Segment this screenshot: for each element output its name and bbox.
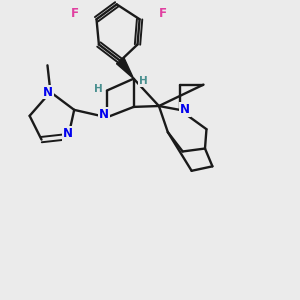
Text: F: F [158,7,166,20]
Polygon shape [116,58,134,79]
Text: H: H [94,84,102,94]
Text: N: N [43,85,53,98]
Text: N: N [63,127,73,140]
Text: H: H [139,76,148,86]
Text: N: N [99,108,109,122]
Text: F: F [71,7,79,20]
Text: N: N [180,103,190,116]
